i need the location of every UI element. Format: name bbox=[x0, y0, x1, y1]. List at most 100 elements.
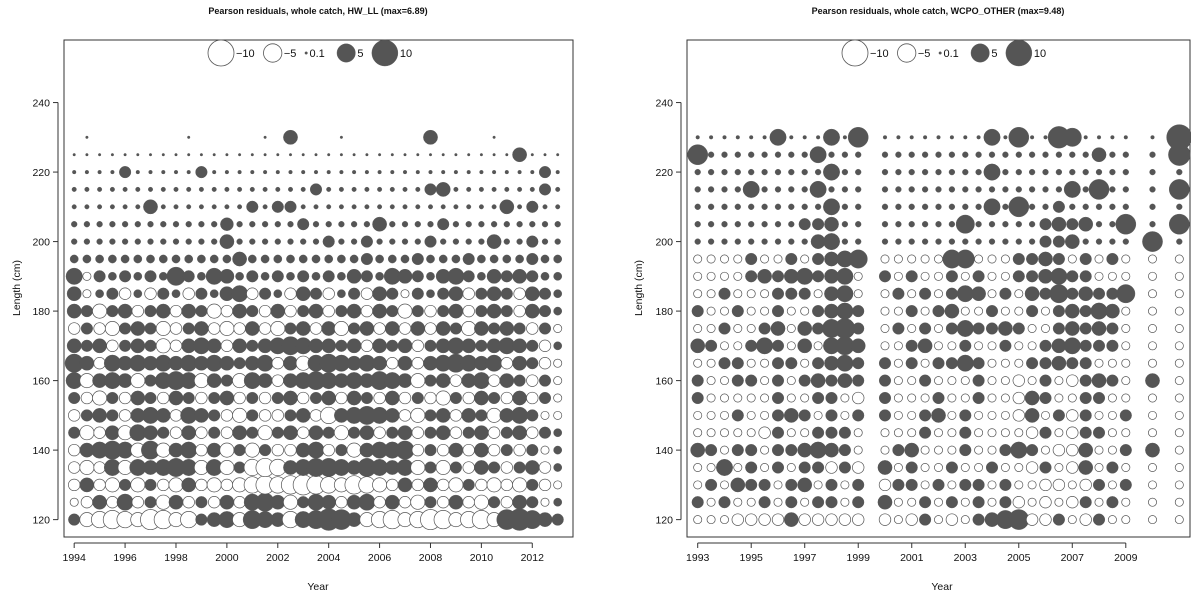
residual-bubble bbox=[373, 426, 386, 439]
residual-bubble bbox=[1119, 478, 1132, 491]
residual-bubble bbox=[553, 445, 563, 455]
residual-bubble bbox=[786, 306, 796, 316]
residual-bubble bbox=[1148, 271, 1157, 281]
residual-bubble bbox=[109, 221, 116, 228]
residual-bubble bbox=[733, 341, 743, 351]
residual-bubble bbox=[92, 338, 107, 354]
residual-bubble bbox=[295, 321, 311, 336]
residual-bubble bbox=[1014, 480, 1024, 490]
residual-bubble bbox=[771, 513, 785, 526]
residual-bubble bbox=[411, 426, 424, 439]
residual-bubble bbox=[706, 410, 716, 420]
residual-bubble bbox=[80, 391, 94, 405]
residual-bubble bbox=[771, 426, 785, 439]
residual-bubble bbox=[220, 374, 233, 387]
residual-bubble bbox=[403, 153, 407, 157]
residual-bubble bbox=[825, 513, 838, 526]
residual-bubble bbox=[68, 426, 81, 439]
residual-bubble bbox=[746, 306, 756, 316]
residual-bubble bbox=[411, 391, 424, 405]
residual-bubble bbox=[742, 180, 760, 198]
residual-bubble bbox=[346, 268, 362, 284]
residual-bubble bbox=[1079, 252, 1092, 266]
residual-bubble bbox=[770, 321, 786, 336]
residual-bubble bbox=[212, 153, 216, 157]
residual-bubble bbox=[143, 425, 158, 441]
x-tick-label: 1993 bbox=[686, 552, 710, 564]
residual-bubble bbox=[774, 168, 782, 176]
residual-bubble bbox=[838, 513, 852, 526]
residual-bubble bbox=[222, 254, 232, 264]
residual-bubble bbox=[1067, 515, 1077, 525]
residual-bubble bbox=[297, 305, 310, 318]
residual-bubble bbox=[68, 322, 81, 335]
residual-bubble bbox=[504, 186, 510, 192]
residual-bubble bbox=[513, 304, 526, 318]
residual-bubble bbox=[384, 494, 400, 510]
residual-bubble bbox=[333, 321, 349, 336]
residual-bubble bbox=[500, 287, 513, 300]
residual-bubble bbox=[219, 390, 235, 406]
residual-bubble bbox=[1039, 426, 1052, 439]
residual-bubble bbox=[426, 289, 435, 299]
residual-bubble bbox=[553, 463, 563, 472]
residual-bubble bbox=[972, 270, 985, 283]
residual-bubble bbox=[348, 287, 361, 300]
residual-bubble bbox=[435, 408, 451, 423]
residual-bubble bbox=[1015, 238, 1022, 245]
residual-bubble bbox=[802, 135, 807, 140]
residual-bubble bbox=[1122, 168, 1129, 176]
residual-bubble bbox=[387, 254, 397, 264]
residual-bubble bbox=[553, 341, 563, 351]
x-tick-label: 1999 bbox=[847, 552, 871, 564]
residual-bubble bbox=[133, 271, 143, 281]
residual-bubble bbox=[377, 170, 382, 175]
residual-bubble bbox=[948, 151, 956, 158]
legend-bubble bbox=[897, 43, 917, 63]
residual-bubble bbox=[424, 496, 437, 509]
residual-bubble bbox=[880, 306, 890, 316]
residual-bubble bbox=[515, 254, 524, 264]
residual-bubble bbox=[477, 254, 486, 264]
residual-bubble bbox=[1039, 478, 1052, 492]
residual-bubble bbox=[974, 463, 984, 472]
residual-bubble bbox=[346, 338, 362, 354]
residual-bubble bbox=[878, 357, 892, 370]
residual-bubble bbox=[435, 460, 451, 475]
residual-bubble bbox=[771, 270, 785, 283]
residual-bubble bbox=[321, 338, 337, 354]
residual-bubble bbox=[451, 254, 461, 264]
residual-bubble bbox=[538, 461, 552, 474]
x-axis: 1994 1996 1998 2000 2002 2004 2006 2008 2010 2012 bbox=[63, 542, 544, 564]
residual-bubble bbox=[232, 425, 247, 441]
residual-bubble bbox=[555, 170, 560, 175]
residual-bubble bbox=[284, 409, 297, 422]
residual-bubble bbox=[390, 153, 394, 157]
residual-bubble bbox=[1094, 497, 1104, 507]
residual-bubble bbox=[733, 254, 743, 264]
residual-bubble bbox=[1014, 358, 1024, 368]
residual-bubble bbox=[440, 204, 446, 210]
residual-bubble bbox=[959, 478, 972, 491]
residual-bubble bbox=[947, 445, 957, 455]
residual-bubble bbox=[414, 221, 421, 228]
residual-bubble bbox=[364, 170, 369, 175]
residual-bubble bbox=[1026, 252, 1039, 266]
residual-bubble bbox=[487, 426, 501, 439]
residual-bubble bbox=[955, 249, 975, 269]
residual-bubble bbox=[825, 461, 838, 474]
residual-bubble bbox=[1079, 305, 1092, 318]
residual-bubble bbox=[892, 478, 905, 491]
residual-bubble bbox=[1066, 357, 1079, 370]
residual-bubble bbox=[907, 254, 917, 264]
residual-bubble bbox=[1092, 478, 1106, 491]
residual-bubble bbox=[351, 186, 357, 192]
residual-bubble bbox=[352, 153, 356, 157]
residual-bubble bbox=[896, 135, 901, 140]
legend: −10 −5 0.1 5 10 bbox=[207, 39, 412, 67]
residual-bubble bbox=[157, 478, 170, 492]
residual-bubble bbox=[500, 357, 513, 370]
residual-bubble bbox=[907, 410, 917, 420]
residual-bubble bbox=[543, 153, 547, 157]
residual-bubble bbox=[155, 321, 171, 336]
